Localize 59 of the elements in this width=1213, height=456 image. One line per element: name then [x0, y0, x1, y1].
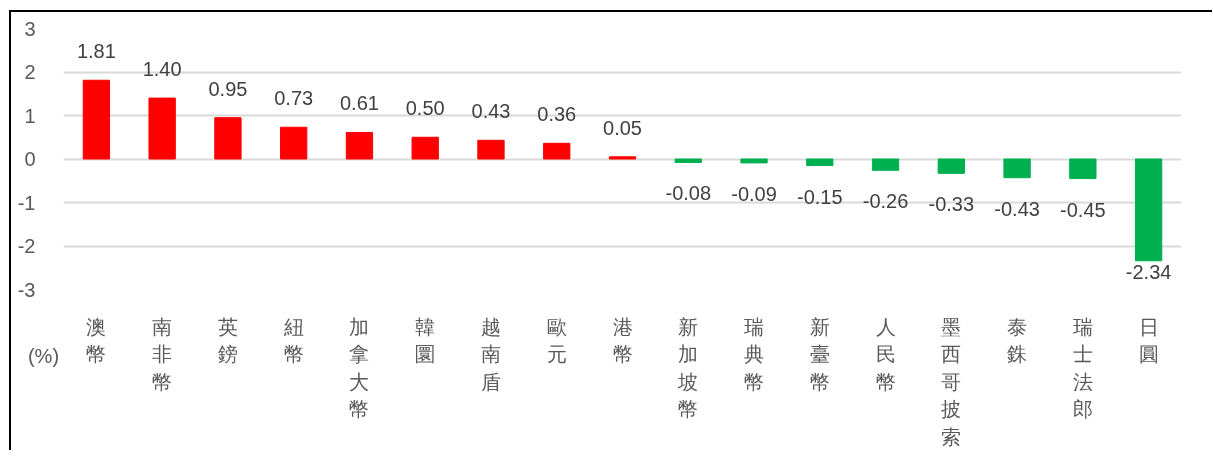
x-tick-label: 人民幣 — [875, 315, 896, 393]
x-tick-label: 英鎊 — [217, 315, 238, 365]
y-tick-label: -3 — [17, 278, 36, 301]
data-label: 0.36 — [537, 103, 577, 126]
x-tick-label: 泰銖 — [1007, 315, 1028, 365]
data-label: 0.50 — [405, 97, 445, 120]
bar — [674, 158, 702, 163]
data-label: 0.95 — [208, 77, 248, 100]
bar — [411, 136, 439, 160]
data-label: 0.73 — [274, 87, 314, 110]
x-tick-label: 墨西哥披索 — [941, 315, 962, 448]
bar — [477, 139, 505, 160]
y-tick-label: -1 — [17, 191, 36, 214]
bar — [937, 158, 965, 174]
x-tick-label: 韓圜 — [415, 315, 436, 365]
data-label: -0.26 — [862, 190, 909, 213]
x-tick-label: 瑞士法郎 — [1072, 315, 1093, 420]
x-tick-label: 加拿大幣 — [349, 315, 370, 420]
data-label: -0.15 — [797, 185, 843, 208]
bar — [740, 158, 768, 164]
y-axis-title: (%) — [27, 344, 60, 367]
data-label: 0.43 — [471, 100, 511, 123]
data-label: 0.05 — [603, 116, 642, 139]
bar — [214, 117, 242, 160]
y-tick-label: 0 — [24, 148, 36, 170]
bar — [280, 126, 308, 160]
bar — [148, 97, 176, 160]
y-tick-label: -2 — [17, 235, 36, 257]
y-tick-label: 1 — [24, 104, 36, 127]
x-tick-label: 港幣 — [612, 315, 633, 365]
data-label: -0.08 — [665, 182, 712, 205]
data-label: -0.33 — [928, 193, 975, 216]
data-label: -2.34 — [1125, 260, 1172, 283]
x-tick-label: 越南盾 — [480, 315, 501, 393]
y-tick-label: 2 — [24, 61, 36, 83]
y-tick-label: 3 — [24, 17, 36, 40]
bar — [1134, 158, 1163, 262]
bar — [871, 158, 900, 171]
data-label: 1.81 — [76, 40, 116, 63]
bar — [1069, 158, 1097, 180]
bar — [345, 131, 374, 160]
data-label: 0.61 — [339, 92, 379, 115]
bar — [82, 79, 111, 160]
data-label: -0.09 — [731, 182, 777, 205]
x-tick-label: 新加坡幣 — [677, 315, 699, 420]
x-tick-label: 歐元 — [546, 315, 567, 365]
bar — [608, 156, 637, 160]
bar — [1003, 158, 1031, 179]
x-tick-label: 新臺幣 — [809, 315, 830, 393]
x-tick-label: 南非幣 — [152, 315, 173, 393]
data-label: 1.40 — [142, 58, 182, 81]
bar — [806, 158, 834, 167]
x-tick-label: 澳幣 — [86, 315, 107, 365]
x-tick-label: 日圓 — [1138, 315, 1159, 365]
bar — [543, 142, 571, 160]
data-label: -0.43 — [994, 197, 1040, 220]
x-tick-label: 紐幣 — [282, 315, 304, 365]
x-tick-label: 瑞典幣 — [744, 315, 765, 393]
data-label: -0.45 — [1060, 198, 1106, 221]
